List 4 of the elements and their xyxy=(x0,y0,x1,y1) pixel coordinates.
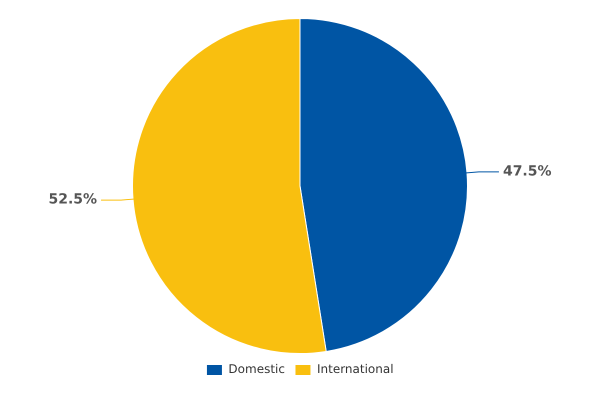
legend-label: Domestic xyxy=(228,362,285,376)
legend-label: International xyxy=(316,362,394,376)
data-label: 47.5% xyxy=(502,164,552,180)
data-label: 52.5% xyxy=(48,192,98,208)
